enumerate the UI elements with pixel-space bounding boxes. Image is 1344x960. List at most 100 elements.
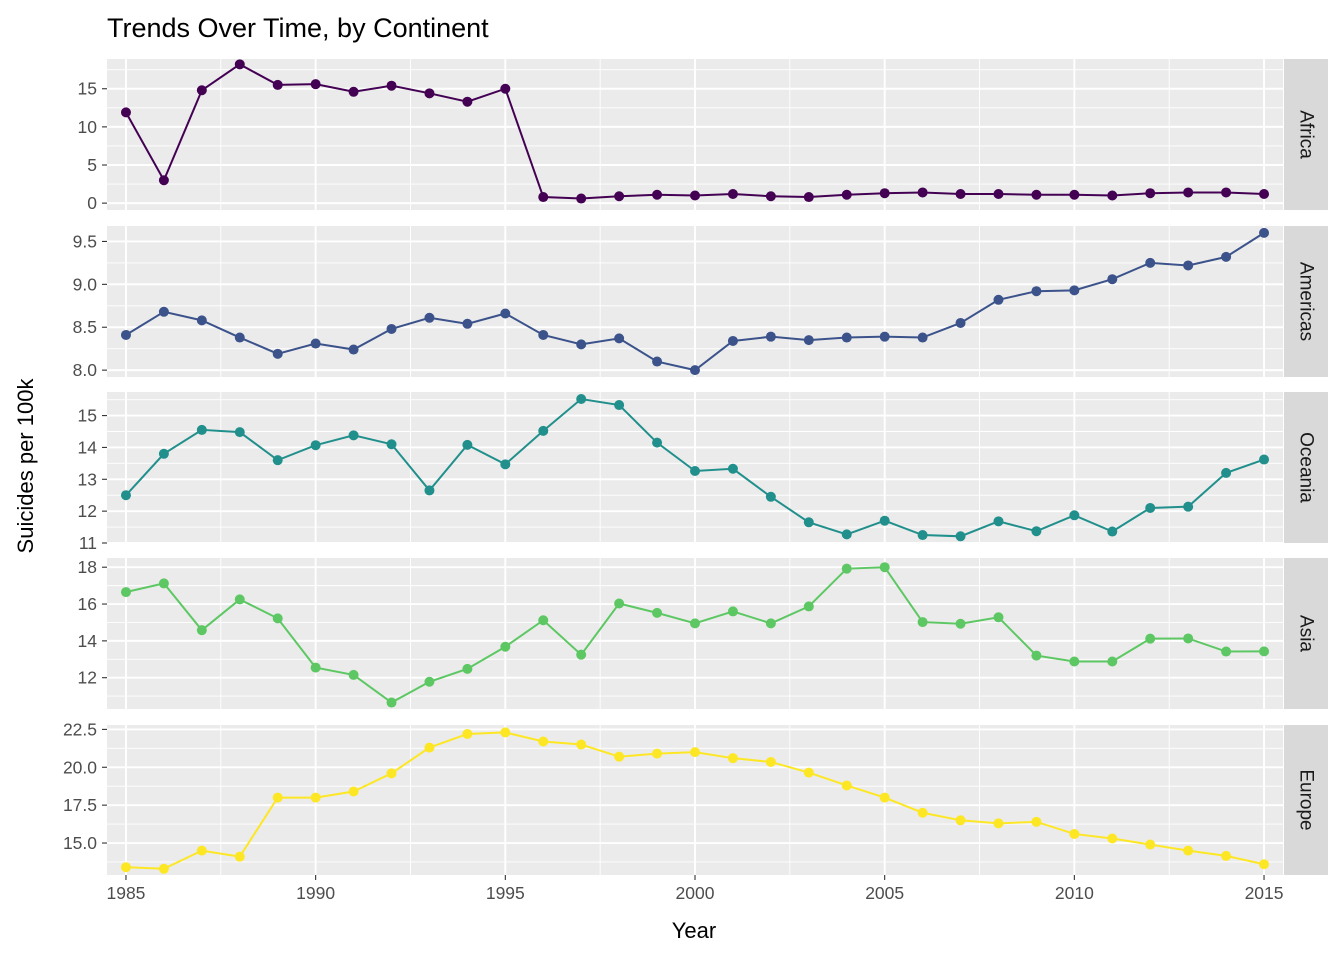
y-tick-label: 0: [87, 193, 97, 213]
data-point: [310, 440, 321, 451]
data-point: [614, 598, 625, 609]
data-point: [652, 607, 663, 618]
data-point: [1259, 188, 1270, 199]
y-axis-title: Suicides per 100k: [13, 378, 38, 554]
data-point: [500, 641, 511, 652]
x-tick-label: 2015: [1245, 883, 1284, 903]
data-point: [158, 863, 169, 874]
data-point: [765, 756, 776, 767]
data-point: [879, 188, 890, 199]
data-point: [1183, 187, 1194, 198]
data-point: [348, 430, 359, 441]
data-point: [424, 312, 435, 323]
facet-panels: 0 5 10 15 Africa 8.0 8.5 9.0 9.5 Americas 11 12 13 14…: [63, 59, 1328, 875]
facet-strip: [1284, 558, 1328, 709]
data-point: [803, 192, 814, 203]
data-point: [841, 529, 852, 540]
x-tick-label: 2000: [676, 883, 715, 903]
data-point: [993, 188, 1004, 199]
data-point: [158, 306, 169, 317]
data-point: [424, 88, 435, 99]
facet-africa: 0 5 10 15 Africa: [78, 59, 1328, 213]
x-axis-title: Year: [672, 918, 716, 943]
y-tick-label: 17.5: [63, 795, 97, 815]
data-point: [1031, 526, 1042, 537]
data-point: [1259, 454, 1270, 465]
data-point: [803, 767, 814, 778]
y-tick-label: 10: [78, 117, 98, 137]
data-point: [955, 317, 966, 328]
data-point: [955, 618, 966, 629]
data-point: [348, 86, 359, 97]
data-point: [234, 332, 245, 343]
y-tick-label: 9.0: [73, 274, 98, 294]
data-point: [310, 662, 321, 673]
data-point: [424, 485, 435, 496]
x-tick-label: 2010: [1055, 883, 1094, 903]
data-point: [158, 578, 169, 589]
data-point: [1259, 646, 1270, 657]
y-tick-label: 15: [78, 406, 97, 426]
data-point: [462, 439, 473, 450]
data-point: [803, 517, 814, 528]
data-point: [955, 188, 966, 199]
facet-americas: 8.0 8.5 9.0 9.5 Americas: [73, 226, 1328, 380]
data-point: [917, 807, 928, 818]
y-tick-label: 18: [78, 557, 97, 577]
data-point: [955, 531, 966, 542]
data-point: [993, 294, 1004, 305]
data-point: [1183, 845, 1194, 856]
data-point: [1259, 227, 1270, 238]
data-point: [348, 344, 359, 355]
data-point: [765, 618, 776, 629]
data-point: [272, 613, 283, 624]
facet-strip-label: Europe: [1296, 769, 1317, 830]
data-point: [234, 427, 245, 438]
data-point: [196, 315, 207, 326]
data-point: [386, 697, 397, 708]
data-point: [1069, 656, 1080, 667]
data-point: [1069, 510, 1080, 521]
data-point: [652, 748, 663, 759]
y-tick-label: 14: [78, 437, 98, 457]
data-point: [727, 188, 738, 199]
data-point: [652, 437, 663, 448]
data-point: [879, 515, 890, 526]
data-point: [576, 339, 587, 350]
data-point: [1183, 501, 1194, 512]
data-point: [614, 333, 625, 344]
data-point: [576, 193, 587, 204]
data-point: [1145, 188, 1156, 199]
data-point: [310, 79, 321, 90]
data-point: [538, 425, 549, 436]
data-point: [765, 331, 776, 342]
y-tick-label: 8.0: [73, 360, 98, 380]
data-point: [690, 365, 700, 376]
facet-europe: 15.0 17.5 20.0 22.5 Europe: [63, 719, 1328, 875]
data-point: [690, 747, 700, 758]
data-point: [348, 669, 359, 680]
data-point: [234, 59, 245, 70]
data-point: [158, 175, 169, 186]
data-point: [1221, 646, 1232, 657]
data-point: [120, 490, 131, 501]
data-point: [234, 851, 245, 862]
data-point: [1069, 828, 1080, 839]
data-point: [690, 618, 700, 629]
y-tick-label: 20.0: [63, 757, 97, 777]
data-point: [462, 663, 473, 674]
data-point: [386, 439, 397, 450]
data-point: [272, 792, 283, 803]
data-point: [1221, 850, 1232, 861]
data-point: [652, 356, 663, 367]
data-point: [538, 192, 549, 203]
data-point: [234, 594, 245, 605]
data-point: [386, 323, 397, 334]
data-point: [1145, 839, 1156, 850]
x-tick-label: 2005: [865, 883, 904, 903]
data-point: [196, 625, 207, 636]
data-point: [196, 424, 207, 435]
data-point: [1221, 251, 1232, 262]
data-point: [120, 329, 131, 340]
